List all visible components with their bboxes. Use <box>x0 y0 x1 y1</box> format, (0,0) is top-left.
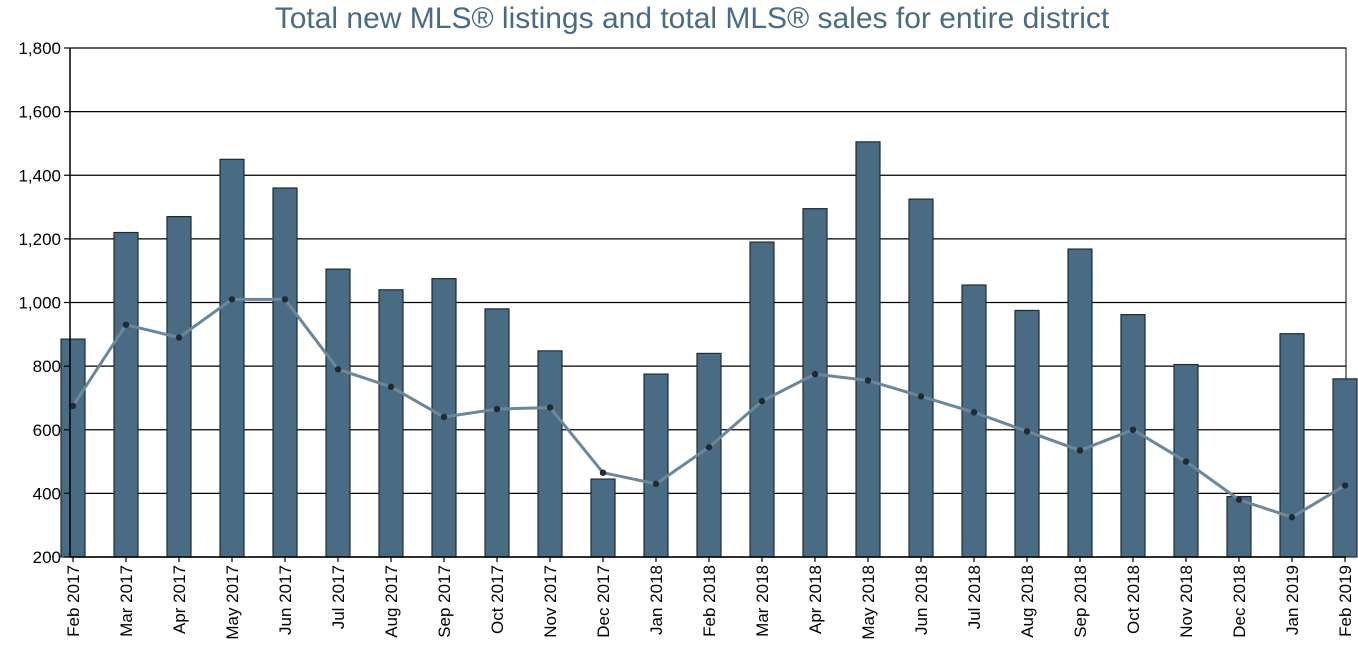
line-point <box>69 402 77 410</box>
line-point <box>546 404 554 411</box>
bar <box>272 187 298 558</box>
line-point <box>175 334 183 341</box>
x-tick-label: Sep 2017 <box>435 565 454 638</box>
x-tick-label: Aug 2017 <box>382 565 401 638</box>
bar <box>537 350 563 558</box>
x-tick-label: Sep 2018 <box>1071 565 1090 638</box>
bar <box>60 338 86 558</box>
x-tick-label: Nov 2017 <box>541 565 560 638</box>
bar <box>855 141 881 558</box>
y-tick-label: 600 <box>33 421 61 440</box>
x-tick-label: Oct 2018 <box>1124 565 1143 634</box>
bar <box>802 208 828 558</box>
x-tick-label: Jun 2017 <box>276 565 295 635</box>
x-tick-label: Dec 2018 <box>1230 565 1249 638</box>
bar <box>908 198 934 558</box>
x-tick-label: Dec 2017 <box>594 565 613 638</box>
x-tick-label: Nov 2018 <box>1177 565 1196 638</box>
bar <box>961 284 987 558</box>
bar <box>219 158 245 558</box>
line-point <box>440 413 448 421</box>
line-point <box>705 444 713 451</box>
x-tick-label: Jan 2018 <box>647 565 666 635</box>
bar <box>166 216 192 558</box>
y-tick-label: 400 <box>33 484 61 503</box>
line-point <box>758 397 766 405</box>
line-point <box>1341 482 1349 489</box>
line-point <box>917 393 925 400</box>
bar <box>1332 378 1358 558</box>
line-point <box>864 377 872 384</box>
bar <box>484 308 510 558</box>
bar <box>113 231 139 558</box>
line-point <box>811 370 819 378</box>
x-tick-label: May 2017 <box>223 565 242 640</box>
bar <box>325 268 351 558</box>
y-tick-label: 1,800 <box>18 39 61 58</box>
chart-title: Total new MLS® listings and total MLS® s… <box>274 2 1110 35</box>
line-point <box>281 296 289 303</box>
x-tick-label: Oct 2017 <box>488 565 507 634</box>
line-point <box>334 366 342 373</box>
x-tick-label: Feb 2018 <box>700 565 719 637</box>
x-tick-label: Mar 2018 <box>753 565 772 637</box>
x-tick-label: Jun 2018 <box>912 565 931 635</box>
line-point <box>1023 428 1031 435</box>
bar <box>696 352 722 558</box>
line-point <box>1182 458 1190 465</box>
line-point <box>493 405 501 413</box>
y-tick-label: 1,400 <box>18 166 61 185</box>
y-tick-labels: 200 400 600 800 1,000 1,200 1,400 1,600 1,800 <box>18 39 70 567</box>
bar-series <box>60 141 1358 558</box>
line-point <box>599 469 607 476</box>
line-point <box>1235 496 1243 503</box>
line-point <box>1288 514 1296 521</box>
bar <box>378 289 404 558</box>
bar <box>1279 333 1305 558</box>
x-tick-labels: Feb 2017 Mar 2017 Apr 2017 May 2017 Jun 2017… <box>64 557 1355 640</box>
line-point <box>122 321 130 328</box>
bar <box>590 478 616 558</box>
x-tick-label: Mar 2017 <box>117 565 136 637</box>
line-point <box>1129 426 1137 433</box>
x-tick-label: May 2018 <box>859 565 878 640</box>
bar <box>1067 248 1093 558</box>
bar <box>643 373 669 558</box>
x-tick-label: Jul 2018 <box>965 565 984 629</box>
x-tick-label: Jan 2019 <box>1283 565 1302 635</box>
line-series <box>69 296 1349 521</box>
line-point <box>1076 447 1084 454</box>
line-point <box>652 480 660 488</box>
y-tick-label: 800 <box>33 357 61 376</box>
y-tick-label: 1,600 <box>18 103 61 122</box>
line-point <box>228 296 236 303</box>
x-tick-label: Apr 2017 <box>170 565 189 634</box>
bar <box>1226 495 1252 558</box>
line-point <box>387 383 395 391</box>
y-tick-label: 200 <box>33 548 61 567</box>
x-tick-label: Jul 2017 <box>329 565 348 629</box>
y-tick-label: 1,200 <box>18 230 61 249</box>
x-tick-label: Feb 2017 <box>64 565 83 637</box>
x-tick-label: Feb 2019 <box>1336 565 1355 637</box>
x-tick-label: Aug 2018 <box>1018 565 1037 638</box>
y-tick-label: 1,000 <box>18 294 61 313</box>
x-tick-label: Apr 2018 <box>806 565 825 634</box>
line-point <box>970 409 978 416</box>
